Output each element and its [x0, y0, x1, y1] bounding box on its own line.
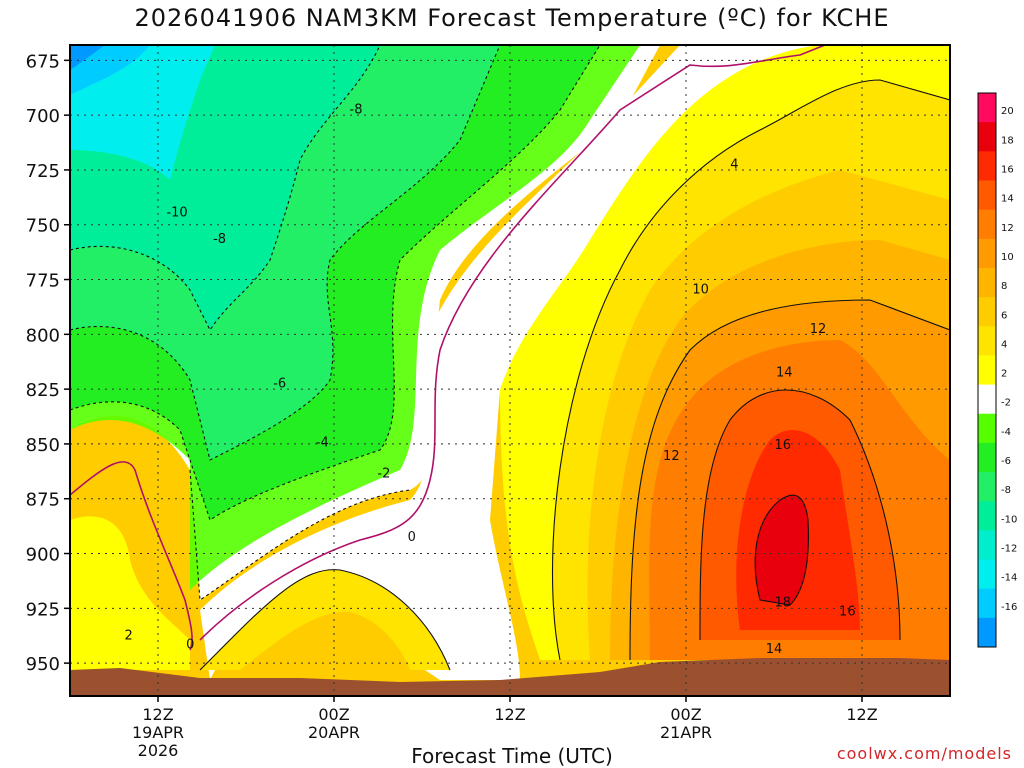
x-tick-label: 19APR	[132, 723, 184, 742]
contour-label: 14	[776, 366, 793, 381]
y-tick-label: 750	[26, 216, 60, 237]
x-tick-label: 00Z	[318, 705, 349, 724]
colorbar-swatch	[978, 442, 996, 473]
y-axis: 675 700 725 750 775 800 825 850 875 900 925 950	[26, 51, 70, 675]
contour-label: 16	[775, 438, 792, 453]
colorbar-label: -16	[1001, 602, 1017, 613]
y-tick-label: 875	[26, 490, 60, 511]
colorbar-swatch	[978, 588, 996, 619]
colorbar-swatch	[978, 93, 996, 123]
band-minus-14	[70, 45, 150, 95]
credit-text: coolwx.com/models	[836, 744, 1012, 763]
colorbar-swatch	[978, 559, 996, 590]
contour-label: -8	[213, 232, 226, 247]
colorbar-label: -14	[1001, 573, 1017, 584]
colorbar-swatch	[978, 413, 996, 444]
x-tick-label: 21APR	[660, 723, 712, 742]
colorbar-swatch	[978, 238, 996, 269]
y-tick-label: 950	[26, 654, 60, 675]
contour-label: 0	[408, 530, 416, 545]
x-tick-label: 12Z	[846, 705, 877, 724]
contour-label: 4	[730, 157, 738, 172]
colorbar-label: 18	[1001, 135, 1014, 146]
y-tick-label: 700	[26, 106, 60, 127]
colorbar: 20 18 16 14 12 10 8 6 4 2 -2 -4 -6 -8 -10 -12 -14 -16	[977, 92, 1017, 648]
x-tick-label: 12Z	[142, 705, 173, 724]
colorbar-swatch	[978, 355, 996, 386]
colorbar-swatch	[978, 501, 996, 531]
band-minus-16	[70, 45, 105, 70]
x-tick-label: 2026	[138, 741, 179, 760]
colorbar-swatch	[978, 384, 996, 415]
y-tick-label: 675	[26, 51, 60, 72]
contour-label: 10	[692, 282, 709, 297]
colorbar-label: 14	[1001, 194, 1014, 205]
colorbar-label: -8	[1001, 485, 1011, 496]
colorbar-frame	[977, 92, 997, 648]
band-left-warm	[70, 516, 190, 670]
contour-label: 16	[839, 605, 856, 620]
y-tick-label: 800	[26, 325, 60, 346]
contour-label: 0	[186, 637, 194, 652]
colorbar-swatch	[978, 267, 996, 298]
y-tick-label: 925	[26, 599, 60, 620]
x-tick-label: 20APR	[308, 723, 360, 742]
colorbar-swatch	[978, 209, 996, 240]
colorbar-label: -4	[1001, 427, 1011, 438]
colorbar-swatch	[978, 326, 996, 356]
contour-label: 12	[810, 322, 827, 337]
temperature-field	[70, 45, 950, 696]
colorbar-swatch	[978, 122, 996, 152]
colorbar-label: 4	[1001, 339, 1007, 350]
contour-label: -10	[166, 206, 187, 221]
contour-label: 14	[766, 642, 783, 657]
colorbar-label: 8	[1001, 281, 1007, 292]
contour-label: -2	[377, 466, 390, 481]
y-tick-label: 850	[26, 435, 60, 456]
contour-label: 18	[775, 596, 792, 611]
colorbar-swatch	[978, 297, 996, 327]
y-tick-label: 725	[26, 161, 60, 182]
colorbar-label: 20	[1001, 106, 1014, 117]
contour-label: 2	[125, 629, 133, 644]
chart-title: 2026041906 NAM3KM Forecast Temperature (…	[134, 4, 890, 32]
contour-label: -6	[273, 377, 286, 392]
colorbar-label: 16	[1001, 164, 1014, 175]
colorbar-swatch	[978, 617, 996, 648]
contour-label: -4	[316, 436, 329, 451]
contour-label-layer: -8 -10 -8 -6 -4 -2 0 0 2 4 10 12 14 16 12 18 16 14	[125, 103, 856, 657]
band-plus-18	[755, 495, 809, 605]
x-tick-label: 12Z	[494, 705, 525, 724]
colorbar-label: 2	[1001, 369, 1007, 380]
y-tick-label: 825	[26, 380, 60, 401]
colorbar-swatch	[978, 180, 996, 211]
colorbar-swatch	[978, 530, 996, 561]
colorbar-label: 6	[1001, 310, 1007, 321]
band-minus-12	[70, 45, 215, 180]
colorbar-label: -6	[1001, 456, 1011, 467]
colorbar-label: -12	[1001, 544, 1017, 555]
contour-label: -8	[350, 103, 363, 118]
colorbar-label: 10	[1001, 252, 1014, 263]
terrain	[70, 658, 950, 696]
colorbar-label: 12	[1001, 223, 1014, 234]
y-tick-label: 775	[26, 271, 60, 292]
colorbar-swatch	[978, 151, 996, 181]
x-axis-label: Forecast Time (UTC)	[411, 744, 613, 768]
colorbar-swatch	[978, 472, 996, 502]
band-zero	[200, 45, 820, 680]
colorbar-label: -10	[1001, 514, 1017, 525]
colorbar-label: -2	[1001, 398, 1011, 409]
contour-lines	[70, 45, 950, 671]
x-tick-label: 00Z	[670, 705, 701, 724]
y-tick-label: 900	[26, 545, 60, 566]
band-center-warm2	[240, 611, 410, 670]
contour-label: 12	[663, 449, 680, 464]
